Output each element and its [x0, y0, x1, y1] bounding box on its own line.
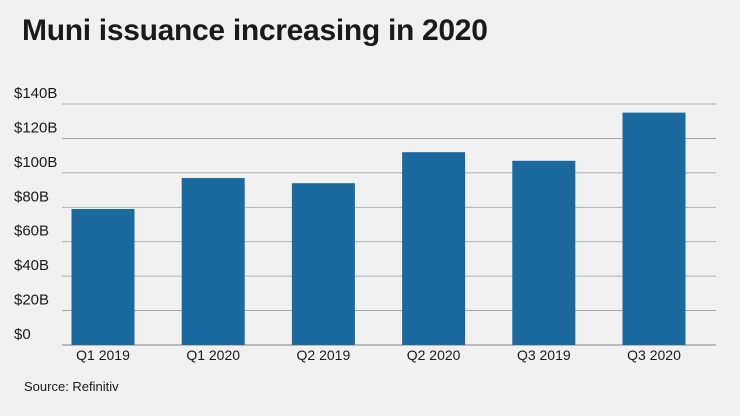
y-tick-label: $40B [14, 257, 49, 274]
y-axis-tick-labels: $0 $20B $40B $60B $80B $100B $120B $140B [14, 85, 57, 343]
bar [71, 209, 135, 345]
source-note: Source: Refinitiv [24, 379, 119, 394]
bar [622, 112, 686, 345]
x-category-label: Q1 2019 [76, 347, 130, 363]
bar [181, 178, 245, 345]
x-category-label: Q2 2020 [407, 347, 461, 363]
y-tick-label: $140B [14, 85, 57, 102]
x-axis-category-labels: Q1 2019 Q1 2020 Q2 2019 Q2 2020 Q3 2019 Q3 20… [76, 347, 681, 363]
bar [512, 160, 576, 345]
y-tick-label: $120B [14, 119, 57, 136]
y-tick-label: $20B [14, 292, 49, 309]
x-category-label: Q2 2019 [297, 347, 351, 363]
bars [71, 112, 686, 345]
y-tick-label: $100B [14, 154, 57, 171]
y-tick-label: $0 [14, 326, 31, 343]
y-tick-label: $60B [14, 223, 49, 240]
x-category-label: Q3 2020 [627, 347, 681, 363]
bar [291, 183, 355, 345]
y-tick-label: $80B [14, 188, 49, 205]
x-category-label: Q1 2020 [186, 347, 240, 363]
x-category-label: Q3 2019 [517, 347, 571, 363]
bar [402, 152, 466, 345]
gridlines [62, 103, 716, 346]
chart-title: Muni issuance increasing in 2020 [22, 14, 488, 47]
